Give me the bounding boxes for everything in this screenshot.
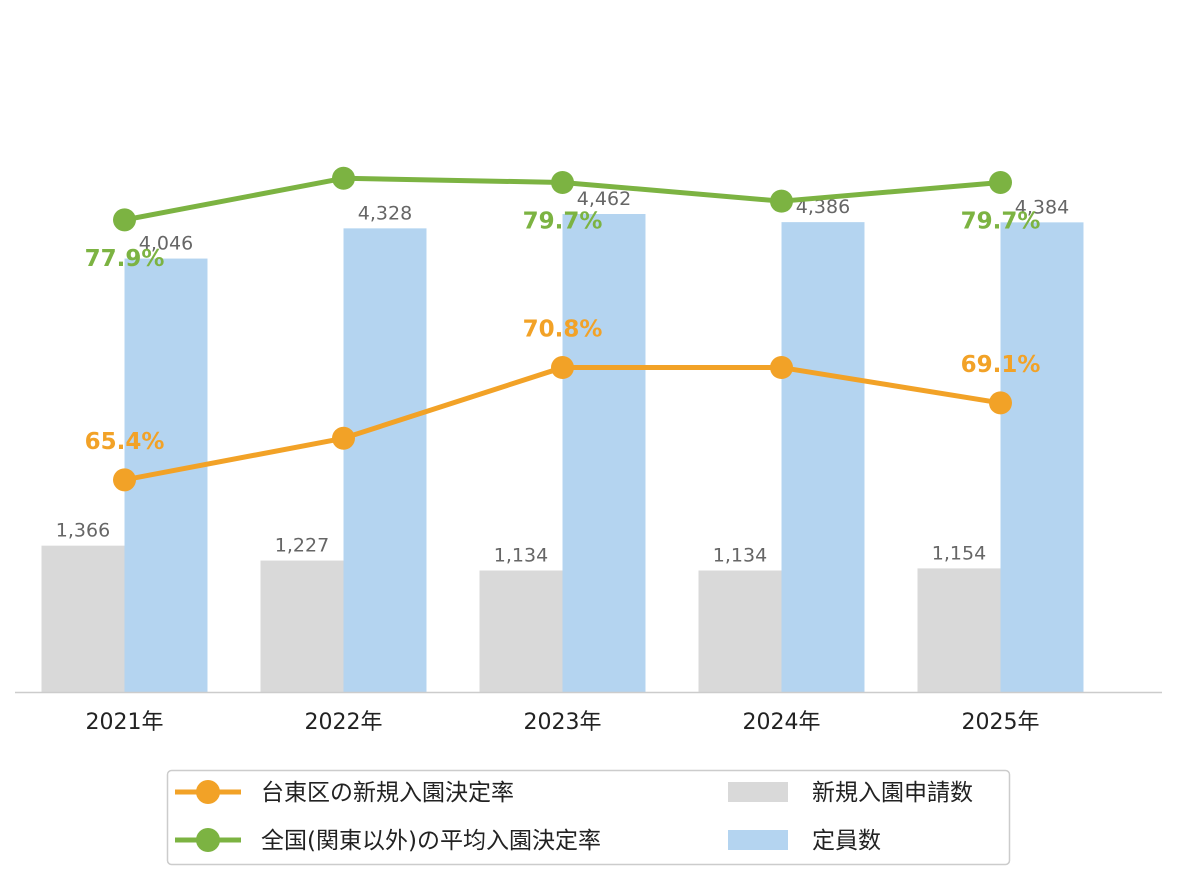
line-value-label: 65.4% bbox=[85, 429, 165, 455]
bar-value-label: 1,227 bbox=[275, 535, 329, 557]
legend-bar-swatch bbox=[728, 830, 788, 850]
bar-applications bbox=[698, 570, 782, 692]
bar-applications bbox=[260, 560, 344, 692]
bar-value-label: 1,154 bbox=[932, 542, 986, 564]
line-marker bbox=[770, 356, 793, 380]
bar-value-label: 4,046 bbox=[139, 233, 193, 255]
line-marker bbox=[332, 166, 355, 190]
legend-label: 全国(関東以外)の平均入園決定率 bbox=[261, 828, 601, 854]
line-marker bbox=[332, 426, 355, 450]
x-tick-label: 2023年 bbox=[524, 710, 602, 735]
bar-capacity bbox=[1000, 222, 1084, 692]
x-tick-label: 2021年 bbox=[86, 710, 164, 735]
bar-capacity bbox=[562, 214, 646, 692]
line-marker bbox=[989, 170, 1012, 194]
legend-bar-swatch bbox=[728, 782, 788, 802]
line-value-label: 69.1% bbox=[961, 352, 1041, 378]
bar-applications bbox=[41, 545, 125, 692]
legend-box bbox=[166, 769, 1011, 866]
legend-label: 新規入園申請数 bbox=[812, 780, 973, 806]
bar-value-label: 1,366 bbox=[56, 520, 110, 542]
bar-applications bbox=[479, 570, 563, 692]
line-marker bbox=[989, 391, 1012, 415]
legend-label: 定員数 bbox=[812, 828, 881, 854]
bar-value-label: 1,134 bbox=[713, 545, 767, 567]
bar-value-label: 4,384 bbox=[1015, 196, 1069, 218]
legend-marker-swatch bbox=[196, 780, 220, 804]
bar-value-label: 4,462 bbox=[577, 188, 631, 210]
bar-value-label: 4,386 bbox=[796, 196, 850, 218]
bar-capacity bbox=[343, 228, 427, 693]
line-value-label: 77.9% bbox=[85, 246, 165, 272]
line-marker bbox=[770, 189, 793, 213]
bar-capacity bbox=[781, 222, 865, 692]
x-tick-label: 2024年 bbox=[743, 710, 821, 735]
line-value-label: 79.7% bbox=[961, 208, 1041, 234]
line-value-label: 79.7% bbox=[523, 208, 603, 234]
bar-applications bbox=[917, 568, 1001, 692]
line-marker bbox=[113, 468, 136, 492]
legend-label: 台東区の新規入園決定率 bbox=[261, 780, 514, 806]
legend-marker-swatch bbox=[196, 828, 220, 852]
line-value-label: 70.8% bbox=[523, 317, 603, 343]
line-marker bbox=[113, 208, 136, 232]
bar-value-label: 1,134 bbox=[494, 545, 548, 567]
x-tick-label: 2022年 bbox=[305, 710, 383, 735]
x-tick-label: 2025年 bbox=[962, 710, 1040, 735]
bar-value-label: 4,328 bbox=[358, 202, 412, 224]
line-marker bbox=[551, 170, 574, 194]
line-marker bbox=[551, 356, 574, 380]
